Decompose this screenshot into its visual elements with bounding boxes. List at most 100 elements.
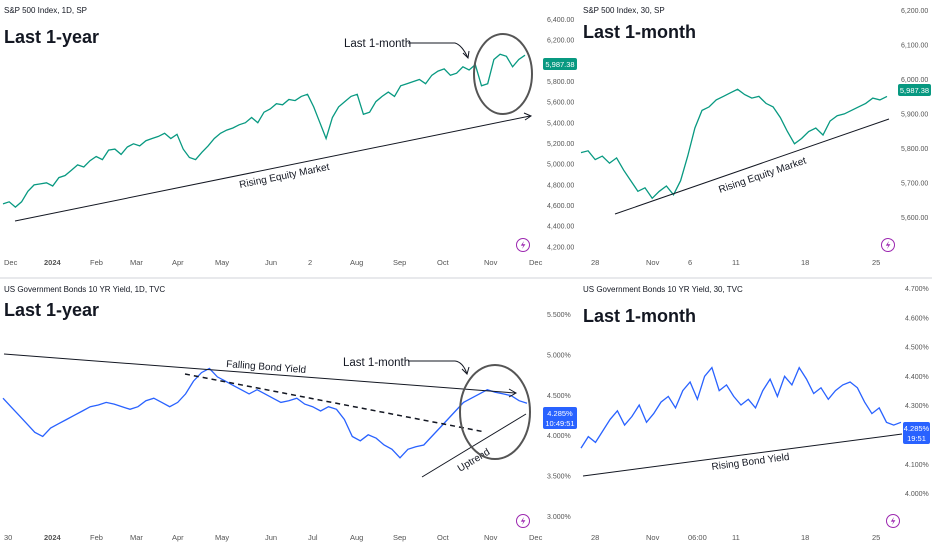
y-tick-label: 4,800.00 xyxy=(547,182,574,189)
annotation-last-1-month: Last 1-month xyxy=(343,357,410,369)
x-tick-label: 25 xyxy=(872,258,880,267)
x-tick-label: 28 xyxy=(591,533,599,542)
x-tick-label: 11 xyxy=(732,258,740,267)
y-tick-label: 6,400.00 xyxy=(547,17,574,24)
x-axis-ticks: 28 Nov 06:00 11 18 25 xyxy=(591,533,880,542)
y-axis-ticks: 4.700%4.600%4.500%4.400%4.300%4.200%4.10… xyxy=(905,286,929,498)
y-tick-label: 5,900.00 xyxy=(901,112,928,119)
y-tick-label: 5.500% xyxy=(547,312,571,319)
x-tick-label: Feb xyxy=(90,533,103,542)
x-tick-label: Nov xyxy=(646,533,660,542)
trend-line-falling xyxy=(3,353,516,394)
x-tick-label: Jul xyxy=(308,533,318,542)
x-tick-label: Sep xyxy=(393,533,406,542)
last-value-countdown: 19:51 xyxy=(907,434,926,443)
last-value-label: 5,987.38 xyxy=(900,86,929,95)
series-line xyxy=(2,53,526,208)
y-tick-label: 5,800.00 xyxy=(547,79,574,86)
trend-line-uptrend xyxy=(421,413,527,478)
x-tick-label: Sep xyxy=(393,258,406,267)
tradingview-lightning-icon xyxy=(516,238,530,252)
last-value-countdown: 10:49:51 xyxy=(545,419,574,428)
annotation-falling-bond: Falling Bond Yield xyxy=(226,359,307,376)
y-tick-label: 6,000.00 xyxy=(901,77,928,84)
annotation-rising-equity: Rising Equity Market xyxy=(717,156,807,196)
x-tick-label: 25 xyxy=(872,533,880,542)
panel-title: Last 1-month xyxy=(583,22,696,42)
series-line xyxy=(580,88,888,200)
x-axis-ticks: Dec 2024 Feb Mar Apr May Jun 2 Aug Sep Oct Nov Dec xyxy=(4,258,543,267)
y-tick-label: 4.300% xyxy=(905,403,929,410)
callout-arrowhead-icon xyxy=(462,50,470,60)
callout-arrow xyxy=(408,360,468,375)
trend-arrow-icon xyxy=(523,112,533,121)
y-tick-label: 4.000% xyxy=(905,491,929,498)
panel-header: US Government Bonds 10 YR Yield, 30, TVC xyxy=(583,285,743,294)
y-tick-label: 5,700.00 xyxy=(901,181,928,188)
x-tick-label: 28 xyxy=(591,258,599,267)
tradingview-lightning-icon xyxy=(516,514,530,528)
last-value-badge xyxy=(903,422,930,444)
x-tick-label: 2 xyxy=(308,258,312,267)
series-line xyxy=(2,367,528,459)
y-tick-label: 6,100.00 xyxy=(901,43,928,50)
x-tick-label: Dec xyxy=(529,533,543,542)
y-tick-label: 4,200.00 xyxy=(547,244,574,251)
y-tick-label: 4.600% xyxy=(905,315,929,322)
y-tick-label: 5,600.00 xyxy=(901,215,928,222)
x-tick-label: Apr xyxy=(172,258,184,267)
x-axis-ticks: 30 2024 Feb Mar Apr May Jun Jul Aug Sep Oct Nov Dec xyxy=(4,533,543,542)
x-tick-label: Nov xyxy=(484,533,498,542)
x-tick-label: Oct xyxy=(437,533,450,542)
x-tick-label: 18 xyxy=(801,258,809,267)
trend-line-rising xyxy=(614,118,890,215)
x-tick-label: Dec xyxy=(529,258,543,267)
panel-header: US Government Bonds 10 YR Yield, 1D, TVC xyxy=(4,285,165,294)
callout-arrow xyxy=(408,42,469,59)
highlight-circle xyxy=(473,33,533,115)
panel-us10y-1m: US Government Bonds 10 YR Yield, 30, TVC… xyxy=(580,285,930,542)
tradingview-lightning-icon xyxy=(886,514,900,528)
x-tick-label: 11 xyxy=(732,533,740,542)
y-tick-label: 5,000.00 xyxy=(547,162,574,169)
panel-spx-1m: S&P 500 Index, 30, SP Last 1-month 6,200… xyxy=(580,6,931,267)
y-tick-label: 5,400.00 xyxy=(547,120,574,127)
x-tick-label: Aug xyxy=(350,533,363,542)
x-tick-label: Jun xyxy=(265,533,277,542)
x-tick-label: Apr xyxy=(172,533,184,542)
last-value-label: 5,987.38 xyxy=(545,60,574,69)
x-tick-label: Aug xyxy=(350,258,363,267)
panel-header: S&P 500 Index, 30, SP xyxy=(583,6,665,15)
y-tick-label: 5,800.00 xyxy=(901,146,928,153)
y-tick-label: 4.700% xyxy=(905,286,929,293)
x-tick-label: Jun xyxy=(265,258,277,267)
x-tick-label: 18 xyxy=(801,533,809,542)
trend-line-rising xyxy=(14,115,531,222)
y-tick-label: 3.500% xyxy=(547,474,571,481)
last-value-label: 4.285% xyxy=(904,424,930,433)
x-tick-label: May xyxy=(215,533,229,542)
x-tick-label: Mar xyxy=(130,258,143,267)
y-tick-label: 5.000% xyxy=(547,352,571,359)
dashed-downtrend-line xyxy=(184,373,486,433)
y-tick-label: 5,200.00 xyxy=(547,141,574,148)
panel-title: Last 1-year xyxy=(4,300,99,320)
x-tick-label: Nov xyxy=(484,258,498,267)
x-tick-label: Mar xyxy=(130,533,143,542)
y-tick-label: 4.000% xyxy=(547,433,571,440)
y-tick-label: 4,600.00 xyxy=(547,203,574,210)
last-value-badge xyxy=(543,58,577,70)
panel-title: Last 1-year xyxy=(4,27,99,47)
x-tick-label: Nov xyxy=(646,258,660,267)
y-tick-label: 3.000% xyxy=(547,514,571,521)
y-tick-label: 4.500% xyxy=(547,393,571,400)
y-axis-ticks: 6,400.006,200.006,000.005,800.005,600.00… xyxy=(547,17,574,251)
y-tick-label: 6,200.00 xyxy=(547,38,574,45)
y-tick-label: 4.400% xyxy=(905,374,929,381)
panel-us10y-1y: US Government Bonds 10 YR Yield, 1D, TVC… xyxy=(2,285,577,542)
last-value-badge xyxy=(898,84,931,96)
y-tick-label: 4.100% xyxy=(905,462,929,469)
tradingview-lightning-icon xyxy=(881,238,895,252)
